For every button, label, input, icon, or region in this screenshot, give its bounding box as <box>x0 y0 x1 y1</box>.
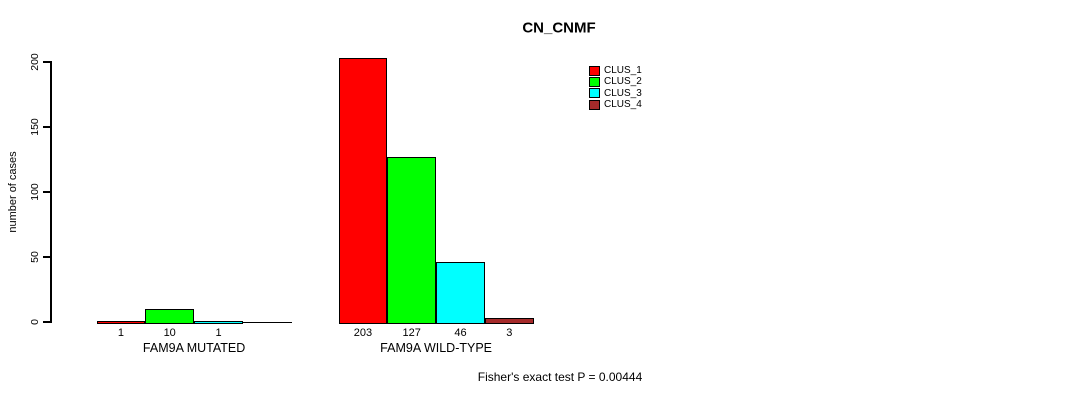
group-label: FAM9A MUTATED <box>142 341 246 355</box>
y-axis-tick-label: 150 <box>29 118 41 136</box>
y-axis-label: number of cases <box>7 151 19 233</box>
y-axis-tick <box>43 256 51 258</box>
bar-zero-height <box>242 322 292 323</box>
legend-label: CLUS_2 <box>604 76 642 88</box>
bar-value-label: 203 <box>353 327 373 339</box>
legend-label: CLUS_1 <box>604 65 642 77</box>
bar-value-label: 3 <box>506 327 513 339</box>
bar <box>194 321 243 324</box>
bar-value-label: 1 <box>215 327 222 339</box>
legend-item: CLUS_2 <box>589 76 642 87</box>
legend-item: CLUS_3 <box>589 88 642 99</box>
group-label: FAM9A WILD-TYPE <box>380 341 493 355</box>
legend-item: CLUS_1 <box>589 65 642 76</box>
bar-value-label: 127 <box>402 327 421 339</box>
fisher-test-annotation: Fisher's exact test P = 0.00444 <box>477 370 643 384</box>
y-axis-tick <box>43 61 51 63</box>
legend-swatch <box>589 65 600 76</box>
y-axis-tick <box>43 191 51 193</box>
legend-label: CLUS_3 <box>604 87 642 99</box>
bar <box>436 262 485 324</box>
chart-title: CN_CNMF <box>522 19 596 37</box>
bar <box>338 58 388 324</box>
legend: CLUS_1 CLUS_2 CLUS_3 CLUS_4 <box>589 65 642 110</box>
y-axis-tick <box>43 321 51 323</box>
bar-value-label: 46 <box>454 327 467 339</box>
bar <box>96 321 146 324</box>
y-axis-tick-label: 200 <box>29 53 41 71</box>
legend-swatch <box>589 76 600 87</box>
bar <box>145 309 195 324</box>
legend-swatch <box>589 88 600 99</box>
legend-swatch <box>589 99 600 110</box>
legend-item: CLUS_4 <box>589 99 642 110</box>
y-axis-line <box>50 61 52 323</box>
y-axis-tick <box>43 126 51 128</box>
bar-value-label: 10 <box>163 327 176 339</box>
bar <box>484 318 534 324</box>
y-axis-tick-label: 100 <box>29 183 41 201</box>
y-axis-tick-label: 50 <box>29 251 41 263</box>
bar-value-label: 1 <box>117 327 124 339</box>
y-axis-tick-label: 0 <box>29 319 41 325</box>
legend-label: CLUS_4 <box>604 99 642 111</box>
bar <box>387 157 437 324</box>
